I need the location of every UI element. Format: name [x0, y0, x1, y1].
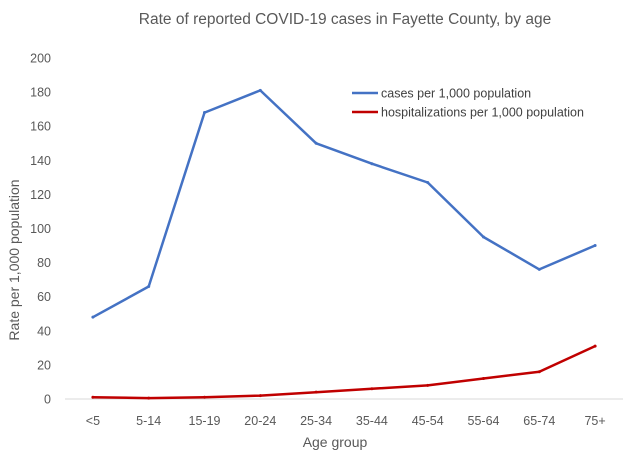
y-tick-label: 0: [44, 393, 51, 407]
legend-label: hospitalizations per 1,000 population: [381, 106, 584, 120]
data-point: [370, 162, 374, 166]
y-tick-label: 200: [30, 52, 51, 66]
legend: cases per 1,000 population hospitalizatio…: [352, 87, 584, 120]
x-axis-ticks: <5 5-14 15-19 20-24 25-34 35-44 45-54 55-64 65-7…: [86, 414, 606, 428]
x-tick-label: 15-19: [189, 414, 221, 428]
data-point: [426, 383, 430, 387]
data-point: [147, 396, 151, 400]
x-tick-label: 45-54: [412, 414, 444, 428]
data-point: [426, 180, 430, 184]
y-axis-ticks: 0 20 40 60 80 100 120 140 160 180 200: [30, 52, 51, 407]
y-tick-label: 20: [37, 358, 51, 372]
data-point: [314, 390, 318, 394]
y-tick-label: 140: [30, 154, 51, 168]
data-point: [370, 387, 374, 391]
y-tick-label: 80: [37, 256, 51, 270]
x-tick-label: 25-34: [300, 414, 332, 428]
data-point: [593, 344, 597, 348]
data-point: [482, 377, 485, 381]
data-point: [203, 111, 206, 115]
y-tick-label: 60: [37, 290, 51, 304]
y-tick-label: 100: [30, 222, 51, 236]
series-line-0: [91, 89, 597, 319]
y-tick-label: 180: [30, 86, 51, 100]
legend-label: cases per 1,000 population: [381, 87, 531, 101]
data-point: [91, 315, 95, 319]
y-axis-label: Rate per 1,000 population: [6, 179, 22, 340]
x-tick-label: 5-14: [136, 414, 161, 428]
chart-title: Rate of reported COVID-19 cases in Fayet…: [139, 11, 551, 28]
x-tick-label: 35-44: [356, 414, 388, 428]
x-tick-label: 75+: [584, 414, 605, 428]
y-tick-label: 120: [30, 188, 51, 202]
x-axis-label: Age group: [303, 434, 368, 450]
x-tick-label: <5: [86, 414, 100, 428]
series-layer: [91, 88, 597, 400]
data-point: [537, 370, 541, 374]
data-point: [537, 267, 541, 271]
data-point: [314, 141, 318, 145]
data-point: [258, 88, 262, 92]
data-point: [593, 244, 597, 248]
series-line-1: [91, 344, 597, 400]
data-point: [258, 394, 262, 398]
y-tick-label: 160: [30, 120, 51, 134]
y-tick-label: 40: [37, 324, 51, 338]
x-tick-label: 55-64: [468, 414, 500, 428]
x-tick-label: 65-74: [523, 414, 555, 428]
data-point: [91, 395, 95, 399]
data-point: [482, 235, 485, 239]
x-tick-label: 20-24: [244, 414, 276, 428]
data-point: [203, 395, 206, 399]
data-point: [147, 284, 151, 288]
